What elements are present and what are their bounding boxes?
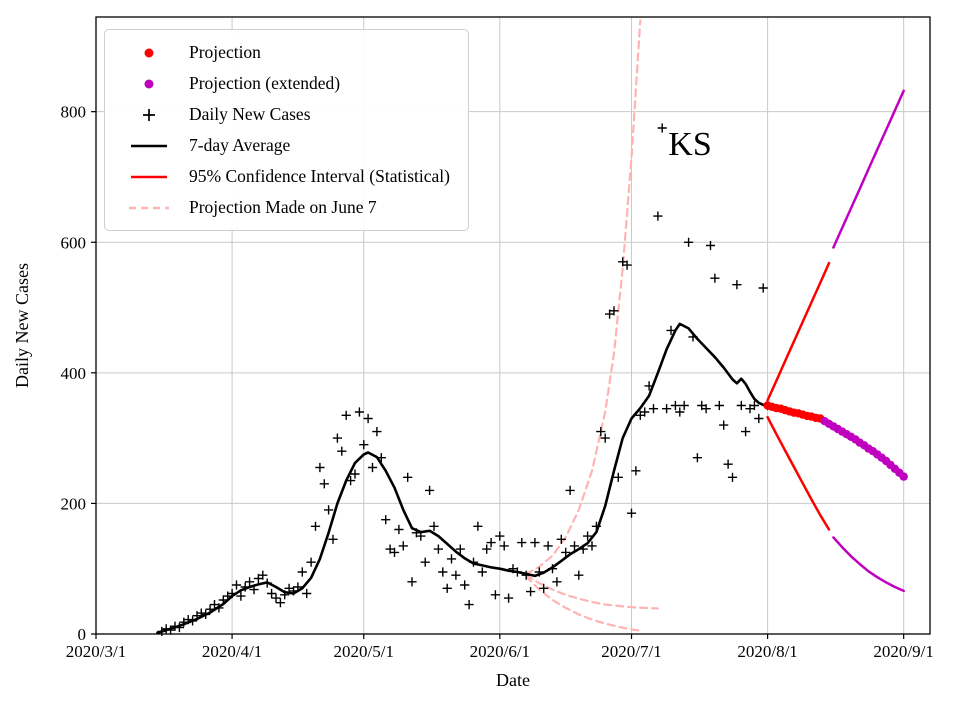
state-annotation: KS [668, 126, 712, 163]
plus-marker-icon [143, 108, 155, 121]
svg-text:2020/5/1: 2020/5/1 [334, 642, 394, 661]
legend-item-daily-new-cases: Daily New Cases [119, 99, 450, 130]
svg-text:2020/6/1: 2020/6/1 [470, 642, 530, 661]
svg-text:600: 600 [61, 233, 87, 252]
svg-text:2020/9/1: 2020/9/1 [873, 642, 933, 661]
legend-item-7day-average: 7-day Average [119, 130, 450, 161]
svg-text:0: 0 [78, 625, 87, 644]
legend: Projection Projection (extended) Daily N… [104, 29, 469, 231]
svg-text:800: 800 [61, 103, 87, 122]
red-dot-icon [144, 48, 154, 57]
svg-text:200: 200 [61, 494, 87, 513]
svg-text:Daily New Cases: Daily New Cases [12, 263, 32, 388]
pink-dashed-line-icon [129, 206, 169, 209]
legend-item-projection-extended: Projection (extended) [119, 68, 450, 99]
legend-label-projection: Projection [189, 42, 261, 62]
legend-label-projection-extended: Projection (extended) [189, 73, 341, 93]
svg-text:Date: Date [496, 670, 530, 690]
legend-label-june7-projection: Projection Made on June 7 [189, 197, 377, 217]
svg-text:2020/8/1: 2020/8/1 [737, 642, 797, 661]
svg-text:2020/4/1: 2020/4/1 [202, 642, 262, 661]
legend-item-projection: Projection [119, 37, 450, 68]
svg-text:2020/7/1: 2020/7/1 [601, 642, 661, 661]
legend-label-confidence-interval: 95% Confidence Interval (Statistical) [189, 166, 450, 186]
black-line-icon [131, 144, 167, 147]
svg-text:2020/3/1: 2020/3/1 [66, 642, 126, 661]
legend-label-7day-average: 7-day Average [189, 135, 291, 155]
svg-text:400: 400 [61, 364, 87, 383]
legend-item-june7-projection: Projection Made on June 7 [119, 192, 450, 223]
red-line-icon [131, 175, 167, 178]
legend-label-daily-new-cases: Daily New Cases [189, 104, 311, 124]
magenta-dot-icon [144, 79, 154, 88]
legend-item-confidence-interval: 95% Confidence Interval (Statistical) [119, 161, 450, 192]
